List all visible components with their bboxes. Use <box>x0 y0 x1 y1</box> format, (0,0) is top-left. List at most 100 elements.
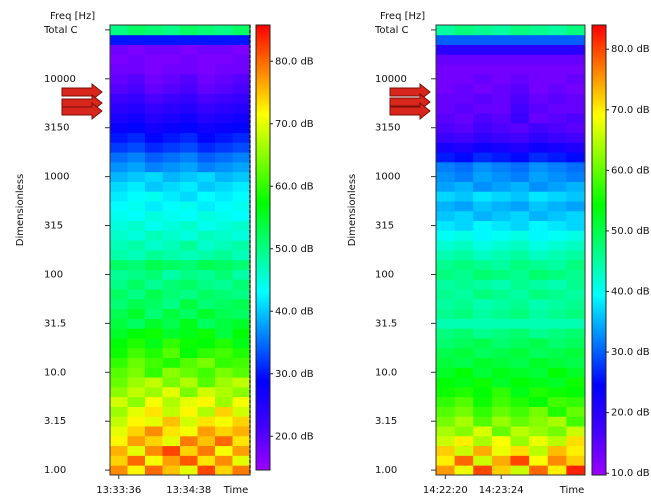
heatmap-cell <box>547 152 567 163</box>
heatmap-cell <box>566 298 586 310</box>
heatmap-cell <box>547 445 567 456</box>
heatmap-cell <box>454 328 474 339</box>
heatmap-cell <box>197 377 216 388</box>
heatmap-cell <box>529 220 549 231</box>
heatmap-cell <box>180 34 198 45</box>
heatmap-cell <box>473 250 493 261</box>
heatmap-cell <box>127 465 146 476</box>
heatmap-cell <box>162 113 181 124</box>
heatmap-cell <box>491 318 511 329</box>
heatmap-cell <box>180 142 198 153</box>
heatmap-cell <box>566 34 586 45</box>
heatmap-cell <box>110 230 128 241</box>
heatmap-cell <box>180 338 198 349</box>
heatmap-cell <box>566 357 586 368</box>
heatmap-cell <box>232 308 251 319</box>
heatmap-cell <box>180 435 198 447</box>
heatmap-cell <box>215 25 233 36</box>
heatmap-cell <box>215 279 233 290</box>
heatmap-cell <box>529 289 549 300</box>
y-tick-label: 10.0 <box>44 367 66 378</box>
heatmap-cell <box>110 347 128 359</box>
heatmap-cell <box>491 298 511 310</box>
heatmap-cell <box>436 113 456 124</box>
heatmap-cell <box>215 367 233 378</box>
heatmap-cell <box>127 426 146 437</box>
heatmap-cell <box>145 122 163 134</box>
heatmap-cell <box>566 103 586 114</box>
heatmap-cell <box>232 445 251 456</box>
heatmap-cell <box>529 210 549 222</box>
heatmap-cell <box>566 240 586 251</box>
heatmap-cell <box>162 328 181 339</box>
heatmap-cell <box>491 426 511 437</box>
heatmap-cell <box>510 259 530 270</box>
heatmap-cell <box>232 142 251 153</box>
heatmap-cell <box>566 191 586 202</box>
heatmap-cell <box>127 308 146 319</box>
colorbar-tick-label: 10.0 dB <box>611 468 650 479</box>
heatmap-cell <box>215 54 233 65</box>
heatmap-cell <box>491 83 511 94</box>
heatmap-cell <box>162 152 181 163</box>
heatmap-cell <box>232 152 251 163</box>
heatmap-cell <box>473 142 493 153</box>
heatmap-cell <box>510 250 530 261</box>
heatmap-cell <box>215 64 233 75</box>
heatmap-cell <box>510 318 530 329</box>
heatmap-cell <box>232 269 251 280</box>
heatmap-cell <box>110 318 128 329</box>
heatmap-cell <box>127 181 146 192</box>
heatmap-cell <box>566 230 586 241</box>
heatmap-cell <box>110 416 128 427</box>
heatmap-cell <box>454 220 474 231</box>
heatmap-cell <box>566 416 586 427</box>
heatmap-cell <box>215 377 233 388</box>
heatmap-cell <box>473 445 493 456</box>
heatmap-cell <box>529 44 549 55</box>
heatmap-cell <box>454 122 474 134</box>
heatmap-cell <box>127 220 146 231</box>
heatmap-cell <box>473 289 493 300</box>
heatmap-cell <box>180 279 198 290</box>
heatmap-cell <box>491 250 511 261</box>
heatmap-cell <box>566 347 586 359</box>
heatmap-cell <box>197 367 216 378</box>
y-axis-header: Freq [Hz] <box>50 11 95 22</box>
heatmap-cell <box>436 289 456 300</box>
heatmap-cell <box>547 230 567 241</box>
colorbar-tick-label: 70.0 dB <box>611 105 650 116</box>
heatmap-cell <box>454 435 474 447</box>
heatmap-cell <box>454 338 474 349</box>
heatmap-cell <box>162 34 181 45</box>
heatmap-cell <box>529 171 549 182</box>
x-tick-label: 14:23:24 <box>479 485 524 496</box>
heatmap-cell <box>436 455 456 466</box>
y-tick-label: 315 <box>375 221 394 232</box>
heatmap-cell <box>215 298 233 310</box>
heatmap-cell <box>529 279 549 290</box>
heatmap-cell <box>232 93 251 104</box>
heatmap-cell <box>145 191 163 202</box>
heatmap-cell <box>473 338 493 349</box>
heatmap-cell <box>547 113 567 124</box>
y-tick-label: 10000 <box>44 74 76 85</box>
heatmap-cell <box>232 181 251 192</box>
heatmap-cell <box>127 171 146 182</box>
heatmap-cell <box>510 181 530 192</box>
heatmap-cell <box>145 230 163 241</box>
heatmap-cell <box>145 201 163 212</box>
heatmap-cell <box>454 181 474 192</box>
heatmap-cell <box>491 416 511 427</box>
heatmap-cell <box>473 64 493 75</box>
heatmap-cell <box>454 289 474 300</box>
colorbar-tick-label: 20.0 dB <box>611 408 650 419</box>
heatmap-cell <box>473 220 493 231</box>
heatmap-cell <box>454 152 474 163</box>
heatmap-cell <box>232 367 251 378</box>
heatmap-cell <box>127 191 146 202</box>
heatmap-cell <box>510 122 530 134</box>
heatmap-cell <box>110 64 128 75</box>
heatmap-cell <box>162 396 181 407</box>
heatmap-cell <box>491 289 511 300</box>
